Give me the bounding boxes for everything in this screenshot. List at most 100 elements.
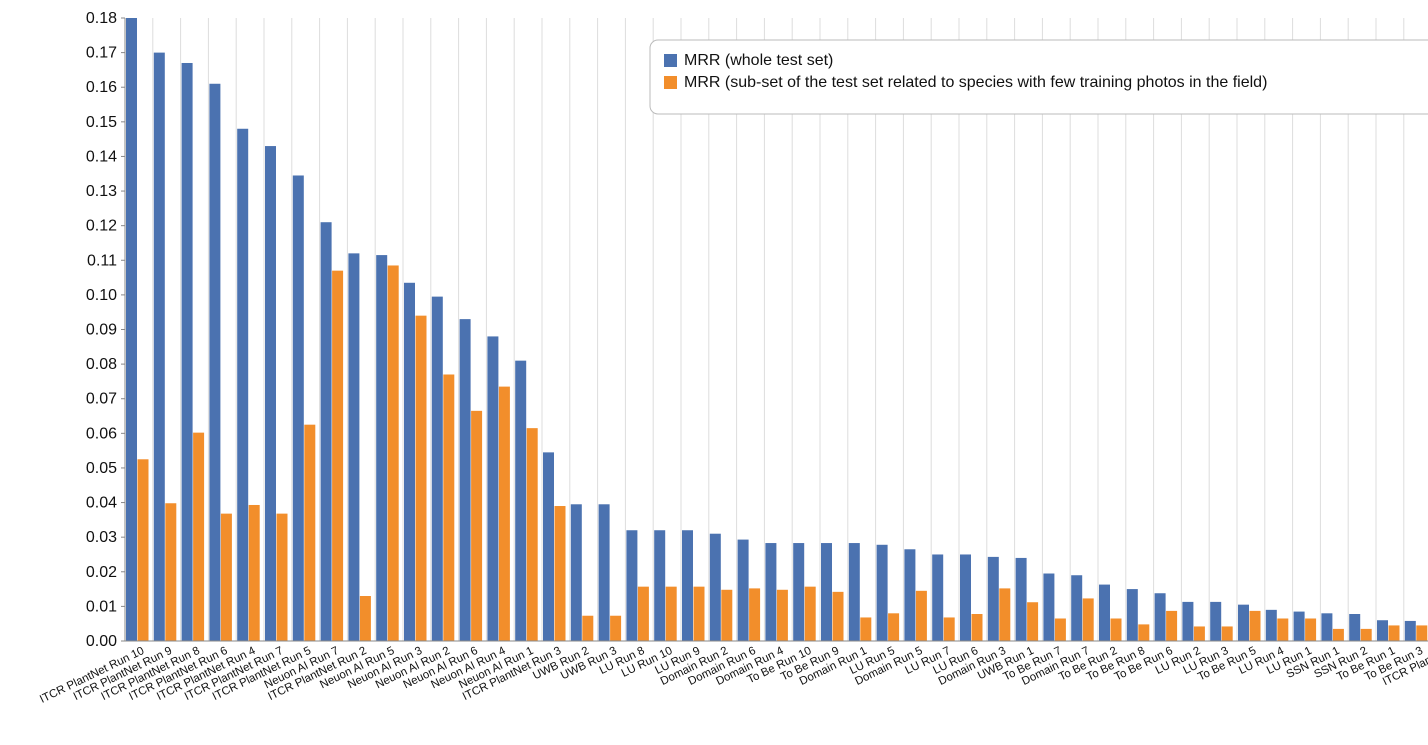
bar [1138,624,1150,641]
y-tick-label: 0.16 [86,79,117,96]
bar [860,617,872,641]
bar [554,506,566,641]
bar [543,452,554,641]
bars [126,18,1428,642]
bar [415,315,427,641]
bar [610,615,622,641]
bar [654,530,666,641]
bar [498,386,510,641]
bar [1193,626,1205,641]
bar [376,255,388,641]
bar [487,336,499,641]
bar [804,586,816,641]
bar [1071,575,1083,641]
y-tick-label: 0.06 [86,425,117,442]
bar [1404,620,1416,641]
y-tick-label: 0.00 [86,633,117,650]
bar [387,265,399,641]
legend-label: MRR (sub-set of the test set related to … [684,74,1267,91]
bar [320,222,332,641]
y-tick-label: 0.04 [86,495,117,512]
legend: MRR (whole test set) MRR (sub-set of the … [649,39,1428,115]
bar [598,504,610,641]
bar [987,556,999,641]
bar [237,128,249,641]
bar [709,533,721,641]
bar [626,530,638,641]
bar [693,586,705,641]
bar [1221,626,1233,641]
bar [876,544,888,641]
y-axis: 0.00 0.01 0.02 0.03 0.04 0.05 0.06 0.07 0.08 0.09… [86,10,126,650]
bar [1182,601,1194,641]
bar [304,424,316,641]
bar [665,586,677,641]
y-tick-label: 0.12 [86,218,117,235]
y-tick-label: 0.14 [86,148,117,165]
bar [749,588,761,641]
bar [943,617,955,641]
bar [888,613,900,641]
bar [1321,613,1333,641]
bar [181,62,193,642]
bar [1265,609,1277,641]
bar [1388,625,1400,641]
bar [153,52,165,642]
bar [1349,614,1361,641]
bar [1054,618,1066,641]
bar [1166,610,1178,641]
bar [1305,618,1317,641]
bar [1099,584,1110,641]
bar [443,374,455,641]
y-tick-label: 0.15 [86,114,117,131]
bar [526,428,538,641]
bar [265,146,276,641]
bar [1332,628,1344,641]
bar [1027,602,1039,641]
bar [570,504,582,641]
bar [1293,611,1305,641]
y-tick-label: 0.02 [86,564,117,581]
bar [793,543,805,641]
y-tick-label: 0.13 [86,183,117,200]
bar [1416,625,1428,641]
bar [1154,593,1166,641]
bar [348,253,360,642]
y-tick-label: 0.09 [86,322,117,339]
y-tick-label: 0.18 [86,10,117,27]
y-tick-label: 0.03 [86,529,117,546]
bar [904,549,916,641]
bar [1377,620,1388,641]
bar [126,18,137,641]
bar [431,296,443,641]
bar [276,513,288,641]
bar [471,410,483,641]
bar [1110,618,1122,641]
bar [459,319,471,641]
bar [1210,601,1222,641]
bar [137,459,149,641]
bar [1126,589,1138,641]
bar [209,83,221,641]
bar [582,615,594,641]
bar [404,282,415,641]
bar [832,591,844,641]
bar [971,614,983,641]
bar [637,586,649,641]
bar [960,554,971,641]
bar [932,554,944,641]
bar [332,270,344,641]
bar [248,504,260,641]
grid-lines [124,18,1405,641]
y-tick-label: 0.05 [86,460,117,477]
bar [1277,618,1289,641]
bar [776,589,788,641]
y-tick-label: 0.07 [86,391,117,408]
y-tick-label: 0.10 [86,287,117,304]
bar [220,513,232,641]
y-tick-label: 0.17 [86,45,117,62]
bar [1249,610,1261,641]
